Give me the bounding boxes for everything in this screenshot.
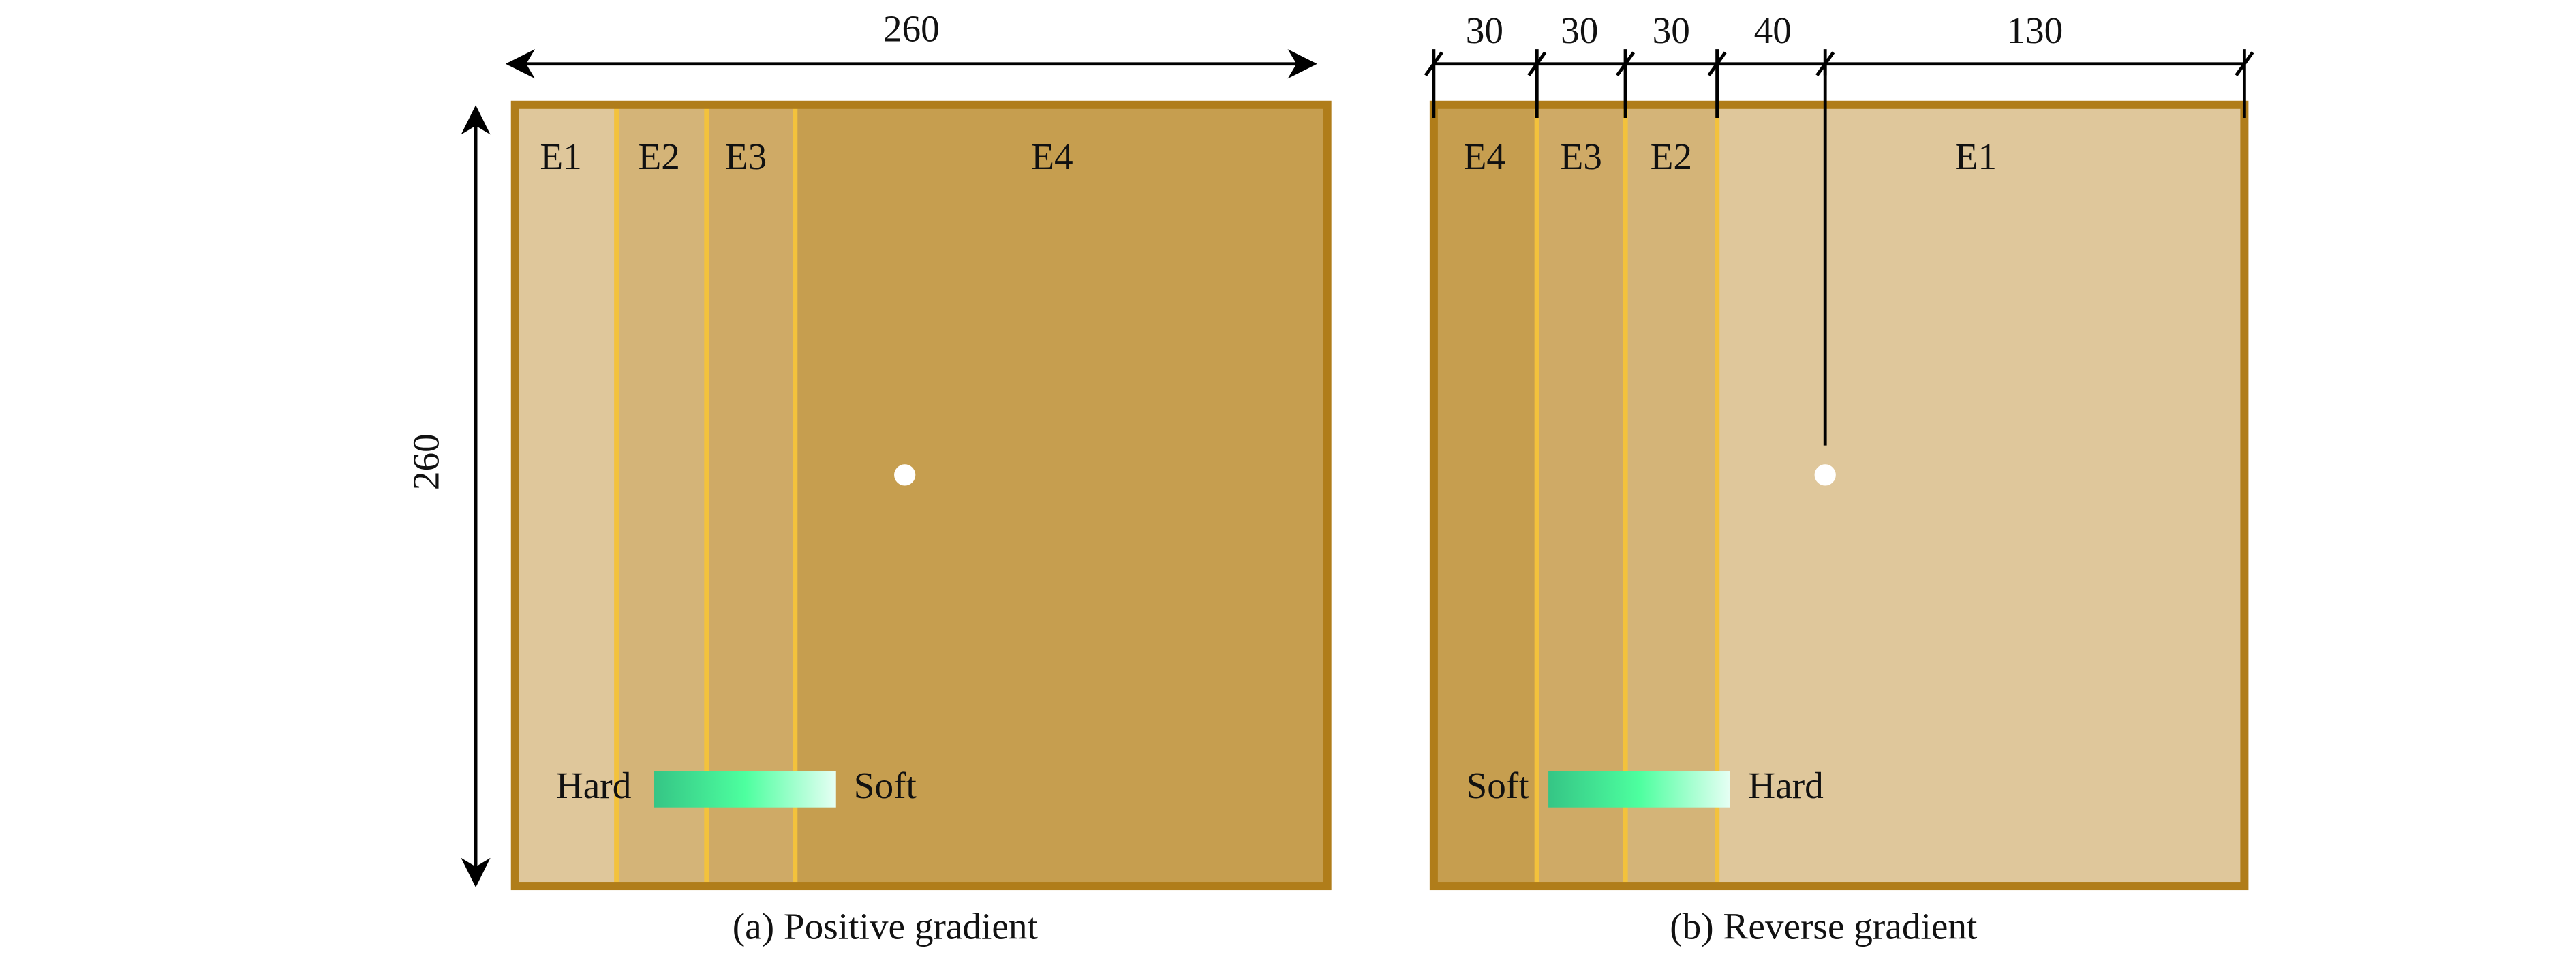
region <box>1625 104 1717 887</box>
plate-border <box>1429 100 2249 891</box>
region-label: E3 <box>1560 136 1601 177</box>
gradient-bar <box>1548 771 1730 808</box>
region-label: E3 <box>725 136 767 177</box>
dimension-label: 30 <box>1466 10 1503 51</box>
panel-a: E1 E2 E3 E4 Hard Soft 260 260 (a) Positi… <box>405 8 1332 947</box>
panel-b: E4 E3 E2 E1 Soft Hard 30 30 30 40 130 (b… <box>1424 10 2254 947</box>
gradient-right: Soft <box>854 765 917 806</box>
height-label: 260 <box>405 433 446 490</box>
region <box>616 104 707 887</box>
region-label: E4 <box>1031 136 1073 177</box>
region <box>706 104 795 887</box>
region <box>1717 104 2245 887</box>
point <box>894 464 916 486</box>
dimension-label: 30 <box>1561 10 1598 51</box>
gradient-right: Hard <box>1748 765 1823 806</box>
region <box>515 104 617 887</box>
plate-border <box>510 100 1332 891</box>
caption: (a) Positive gradient <box>733 906 1039 947</box>
dimension-label: 30 <box>1653 10 1690 51</box>
dimension-ticks <box>1424 49 2254 119</box>
gradient-bar <box>654 771 836 808</box>
dimension-label: 40 <box>1754 10 1792 51</box>
width-label: 260 <box>883 8 940 50</box>
gradient-left: Soft <box>1467 765 1530 806</box>
region-label: E2 <box>639 136 680 177</box>
region-label: E1 <box>540 136 581 177</box>
caption: (b) Reverse gradient <box>1670 906 1978 947</box>
region-label: E4 <box>1464 136 1505 177</box>
region <box>795 104 1328 887</box>
dimension-label: 130 <box>2006 10 2063 51</box>
point <box>1814 464 1836 486</box>
region-label: E1 <box>1955 136 1997 177</box>
region <box>1537 104 1626 887</box>
region <box>1433 104 1537 887</box>
region-label: E2 <box>1651 136 1692 177</box>
gradient-left: Hard <box>556 765 631 806</box>
